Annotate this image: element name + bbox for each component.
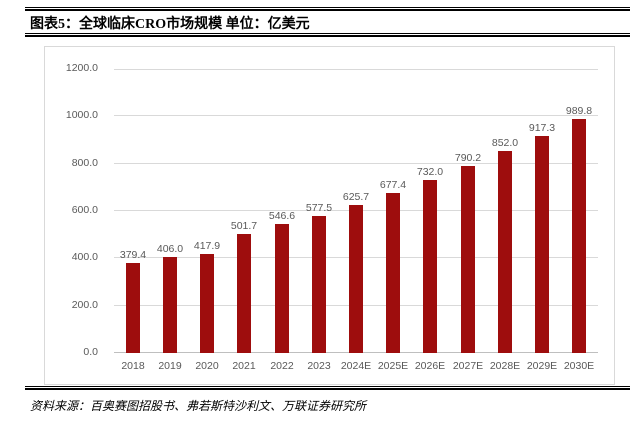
bar-value-label: 546.6	[268, 210, 296, 222]
x-axis-label: 2018	[121, 360, 145, 372]
bar-chart: 379.4 2018 406.0 2019 417.9 2020 501.7 2021 546.…	[44, 46, 615, 385]
x-axis-label: 2021	[232, 360, 256, 372]
bar	[498, 151, 512, 353]
figure-title: 图表5：全球临床CRO市场规模 单位：亿美元	[30, 17, 310, 32]
bar-value-label: 577.5	[305, 202, 333, 214]
bar-value-label: 417.9	[193, 240, 221, 252]
y-axis-label: 1200.0	[65, 62, 98, 74]
top-rule	[25, 7, 630, 11]
bar-value-label: 501.7	[230, 220, 258, 232]
bottom-rule	[25, 386, 630, 390]
bar	[237, 234, 251, 353]
bar	[126, 263, 140, 353]
y-axis-label: 800.0	[71, 156, 98, 169]
x-axis-label: 2026E	[414, 360, 446, 372]
x-axis-label: 2030E	[563, 360, 595, 372]
x-axis-label: 2023	[307, 360, 331, 372]
x-axis-label: 2028E	[489, 360, 521, 372]
y-axis-label: 1000.0	[65, 109, 98, 122]
bar-value-label: 379.4	[119, 249, 147, 261]
y-axis-label: 600.0	[71, 204, 98, 216]
bar-value-label: 852.0	[491, 137, 519, 149]
bar	[423, 180, 437, 353]
bar	[535, 136, 549, 353]
x-axis-label: 2029E	[526, 360, 558, 372]
x-axis-label: 2022	[270, 360, 294, 372]
bar	[275, 224, 289, 353]
bar	[572, 119, 586, 353]
bar-value-label: 917.3	[528, 122, 556, 134]
bar-value-label: 625.7	[342, 191, 370, 203]
x-axis-label: 2025E	[377, 360, 409, 372]
gridline	[114, 115, 598, 116]
gridline	[114, 69, 598, 70]
bar-value-label: 790.2	[454, 152, 482, 164]
x-axis-label: 2024E	[340, 360, 372, 372]
bar	[461, 166, 475, 353]
y-axis-label: 0.0	[83, 346, 98, 358]
source-note: 资料来源：百奥赛图招股书、弗若斯特沙利文、万联证券研究所	[30, 399, 367, 413]
x-axis-label: 2020	[195, 360, 219, 372]
bar	[312, 216, 326, 353]
gridline	[114, 163, 598, 164]
bar	[163, 257, 177, 353]
bar-value-label: 406.0	[156, 243, 184, 255]
x-axis-label: 2027E	[452, 360, 484, 372]
bar	[200, 254, 214, 353]
y-axis-label: 400.0	[71, 251, 98, 264]
title-underline-rule	[25, 33, 630, 37]
bar-value-label: 677.4	[379, 179, 407, 191]
bar-value-label: 989.8	[565, 105, 593, 117]
bar	[386, 193, 400, 353]
bar	[349, 205, 363, 353]
y-axis-label: 200.0	[71, 298, 98, 311]
plot-area: 379.4 2018 406.0 2019 417.9 2020 501.7 2021 546.…	[114, 69, 598, 372]
x-axis-label: 2019	[158, 360, 182, 372]
bar-value-label: 732.0	[416, 166, 444, 178]
